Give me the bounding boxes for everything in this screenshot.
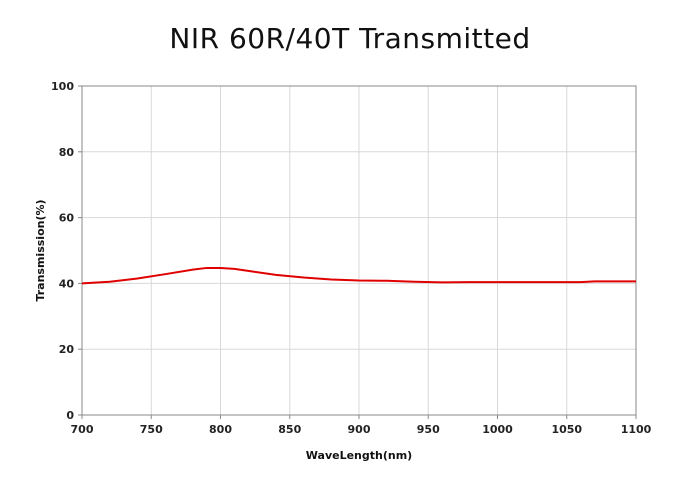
y-tick-label: 100 — [51, 80, 74, 93]
grid-lines — [81, 85, 637, 416]
y-tick-label: 60 — [59, 212, 75, 225]
x-tick-label: 900 — [348, 423, 371, 436]
y-axis-ticks: 0 20 40 60 80 100 — [51, 80, 82, 422]
x-tick-label: 950 — [417, 423, 440, 436]
series-line — [81, 266, 636, 285]
x-tick-label: 850 — [278, 423, 301, 436]
x-tick-label: 1050 — [551, 423, 582, 436]
y-tick-label: 80 — [59, 146, 75, 159]
y-tick-label: 20 — [59, 343, 75, 356]
x-axis-ticks: 700 750 800 850 900 950 1000 1050 1100 — [71, 415, 652, 436]
x-tick-label: 1100 — [621, 423, 652, 436]
y-axis-label: Transmission(%) — [34, 199, 47, 301]
x-tick-label: 800 — [209, 423, 232, 436]
y-tick-label: 40 — [59, 277, 75, 290]
chart-title: NIR 60R/40T Transmitted — [169, 22, 531, 55]
x-tick-label: 700 — [71, 423, 94, 436]
y-tick-label: 0 — [66, 409, 74, 422]
x-tick-label: 1000 — [482, 423, 513, 436]
x-tick-label: 750 — [140, 423, 163, 436]
x-axis-label: WaveLength(nm) — [306, 449, 412, 462]
